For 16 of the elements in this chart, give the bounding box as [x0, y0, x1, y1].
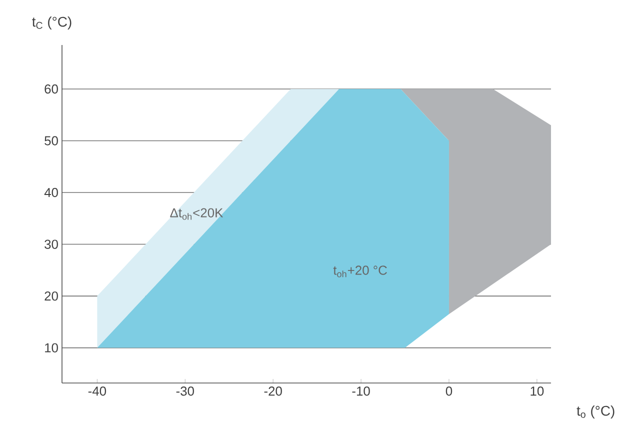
x-tick-label: -10: [352, 386, 370, 396]
y-tick-label: 30: [44, 240, 58, 249]
y-axis-title: t$_{C}$ (°C): [32, 16, 72, 30]
annotation: Δt$_{oh}$<20K: [170, 208, 224, 220]
x-tick-label: -30: [176, 386, 194, 396]
y-tick-label: 20: [44, 291, 58, 301]
y-tick-label: 60: [44, 84, 58, 94]
x-tick-label: -20: [264, 386, 282, 396]
x-tick-label: 10: [530, 386, 544, 396]
y-tick-label: 50: [44, 136, 58, 146]
y-tick-label: 10: [45, 343, 58, 352]
x-axis-title: t$_{o}$ (°C): [576, 406, 614, 418]
x-tick-label: 0: [446, 386, 452, 396]
y-tick-label: 40: [44, 188, 58, 198]
annotation: t$_{oh}$+20 °C: [333, 266, 387, 278]
x-tick-label: -40: [88, 386, 106, 396]
